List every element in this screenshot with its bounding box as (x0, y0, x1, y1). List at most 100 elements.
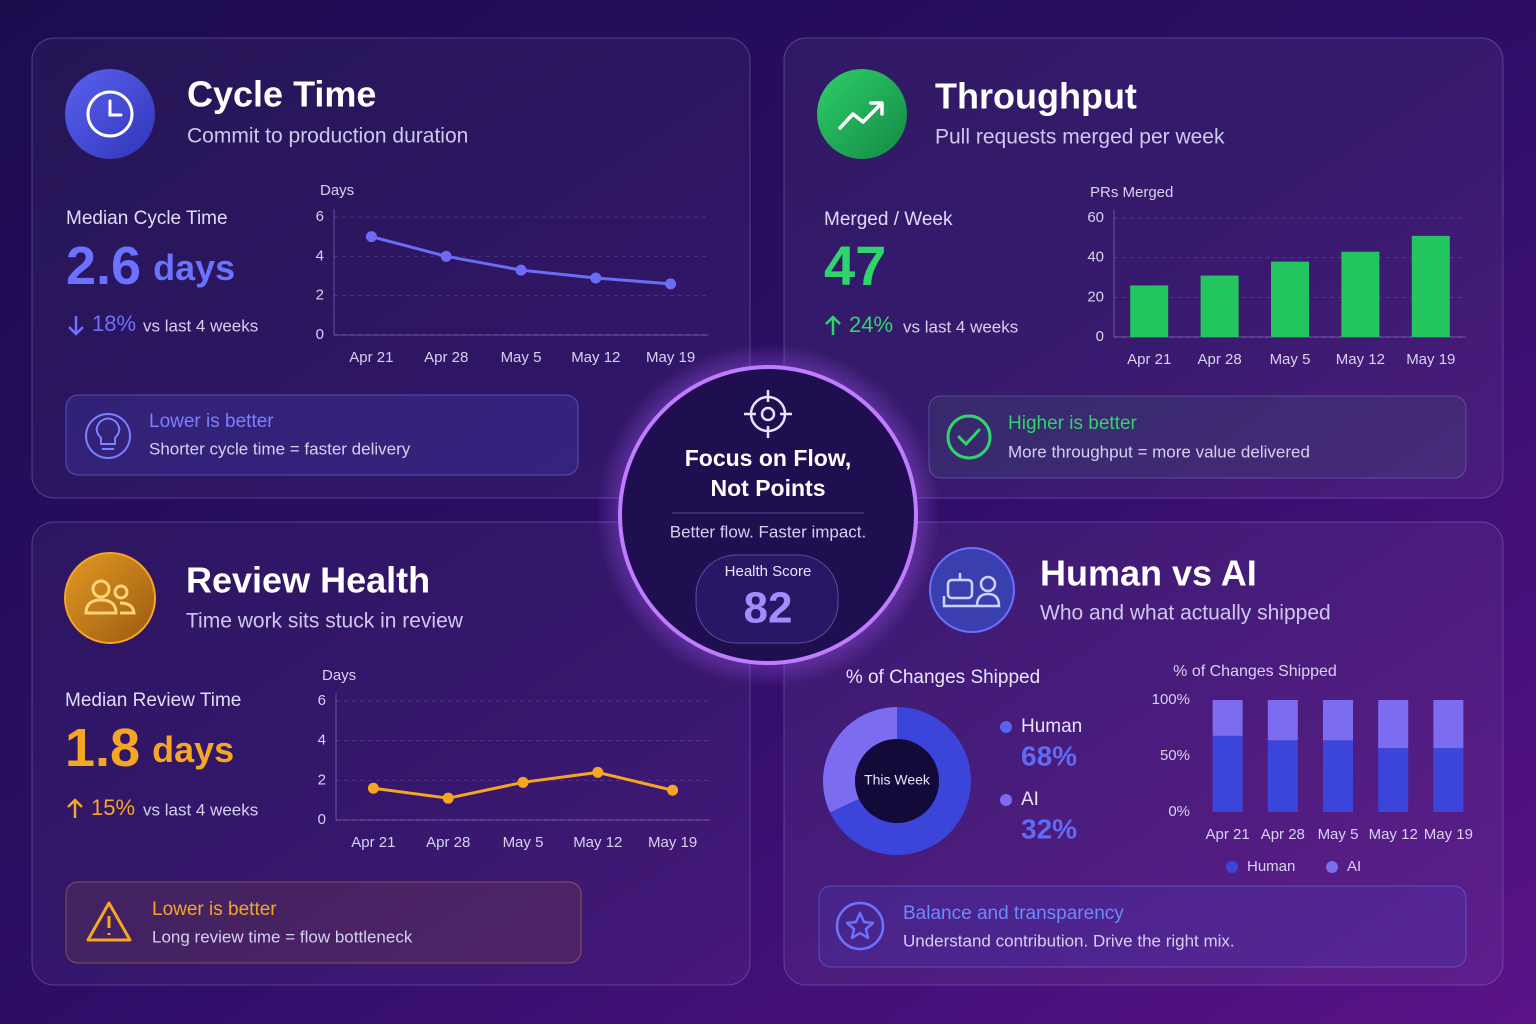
score-label: Health Score (725, 563, 812, 580)
bar-segment (1433, 748, 1464, 812)
x-tick-label: May 5 (1318, 826, 1359, 843)
panel-title: Human vs AI (1040, 553, 1257, 594)
x-tick-label: May 5 (501, 349, 542, 366)
x-tick-label: May 19 (1406, 351, 1455, 368)
axis-title: Days (322, 667, 356, 684)
bar (1200, 275, 1239, 337)
icon-target (744, 390, 792, 438)
icon-check (946, 414, 992, 460)
y-tick-label: 20 (1087, 288, 1104, 305)
pie-slice (830, 707, 972, 855)
center-title: Focus on Flow, (685, 445, 852, 471)
icon-trend (817, 69, 907, 159)
legend-label: AI (1347, 858, 1361, 875)
icon-bulb (85, 413, 131, 459)
kpi-change: 24% (849, 312, 893, 337)
y-tick-label: 60 (1087, 209, 1104, 226)
x-tick-label: Apr 28 (424, 349, 468, 366)
panel-subtitle: Time work sits stuck in review (186, 610, 464, 633)
x-tick-label: Apr 28 (1197, 351, 1241, 368)
y-tick-label: 6 (316, 208, 324, 225)
point (440, 250, 452, 262)
icon-robot (929, 547, 1015, 633)
kpi-change-text: vs last 4 weeks (143, 800, 258, 819)
note-title: Lower is better (149, 411, 274, 432)
legend-swatch (1000, 794, 1012, 806)
note-box (65, 394, 579, 476)
kpi-change: 15% (91, 795, 135, 820)
x-tick-label: Apr 21 (351, 834, 395, 851)
y-tick-label: 6 (318, 692, 326, 709)
x-tick-label: May 12 (1336, 351, 1385, 368)
axis-title: PRs Merged (1090, 184, 1173, 201)
bar-segment (1378, 700, 1409, 749)
icon-star (835, 901, 885, 951)
note-text: Long review time = flow bottleneck (152, 927, 413, 946)
kpi: 1.8 days (65, 718, 234, 778)
point (517, 776, 529, 788)
panel (31, 521, 751, 986)
y-tick-label: 50% (1160, 747, 1190, 764)
point (665, 278, 677, 290)
kpi-value: 47 (824, 234, 886, 297)
bar (1270, 261, 1310, 337)
bar (1411, 235, 1450, 337)
center-circle (618, 365, 918, 665)
note-title: Lower is better (152, 899, 277, 920)
note-box (818, 885, 1467, 968)
panel (31, 37, 751, 499)
center-title: Not Points (711, 475, 826, 501)
x-tick-label: Apr 28 (1261, 826, 1305, 843)
x-tick-label: Apr 28 (426, 834, 470, 851)
icon-warning (86, 901, 132, 942)
note-box (65, 881, 582, 964)
note-title: Balance and transparency (903, 903, 1124, 924)
x-tick-label: May 12 (571, 349, 620, 366)
chart-title: % of Changes Shipped (846, 667, 1040, 688)
pie-center-label: This Week (864, 772, 931, 788)
arrow-down (68, 316, 84, 336)
bar-segment (1323, 740, 1353, 812)
point (592, 766, 604, 778)
bar (1130, 285, 1169, 337)
panel-subtitle: Commit to production duration (187, 125, 468, 148)
bar-segment (1267, 740, 1298, 812)
note-title: Higher is better (1008, 413, 1138, 434)
bar-segment (1267, 700, 1298, 741)
bar-segment (1323, 700, 1353, 741)
value-label: 68% (1021, 740, 1077, 771)
x-tick-label: May 19 (648, 834, 697, 851)
point (367, 782, 379, 794)
panel-title: Review Health (186, 560, 430, 601)
y-tick-label: 2 (316, 287, 324, 304)
x-tick-label: May 5 (503, 834, 544, 851)
icon-clock (65, 69, 155, 159)
point (590, 272, 602, 284)
y-tick-label: 2 (318, 771, 326, 788)
x-tick-label: May 19 (1424, 826, 1473, 843)
y-tick-label: 4 (316, 247, 324, 264)
kpi-label: Merged / Week (824, 209, 953, 230)
point (667, 784, 679, 796)
legend-label: Human (1247, 858, 1295, 875)
point (442, 792, 454, 804)
note-text: Shorter cycle time = faster delivery (149, 439, 411, 458)
legend-swatch (1000, 721, 1012, 733)
bar-segment (1378, 748, 1409, 812)
center-tagline: Better flow. Faster impact. (670, 522, 867, 541)
score-box (695, 554, 839, 644)
x-tick-label: Apr 21 (1127, 351, 1171, 368)
x-tick-label: May 5 (1270, 351, 1311, 368)
note-text: Understand contribution. Drive the right… (903, 931, 1235, 950)
bar (1341, 251, 1380, 337)
panel-subtitle: Who and what actually shipped (1040, 602, 1331, 625)
y-tick-label: 0 (316, 326, 324, 343)
panel (783, 37, 1504, 499)
score: 82 (744, 584, 793, 633)
note-text: More throughput = more value delivered (1008, 442, 1310, 461)
panel-title: Cycle Time (187, 74, 376, 115)
x-tick-label: May 12 (573, 834, 622, 851)
panel (783, 521, 1504, 986)
axis-title: Days (320, 182, 354, 199)
kpi-value: 1.8 (65, 718, 140, 778)
